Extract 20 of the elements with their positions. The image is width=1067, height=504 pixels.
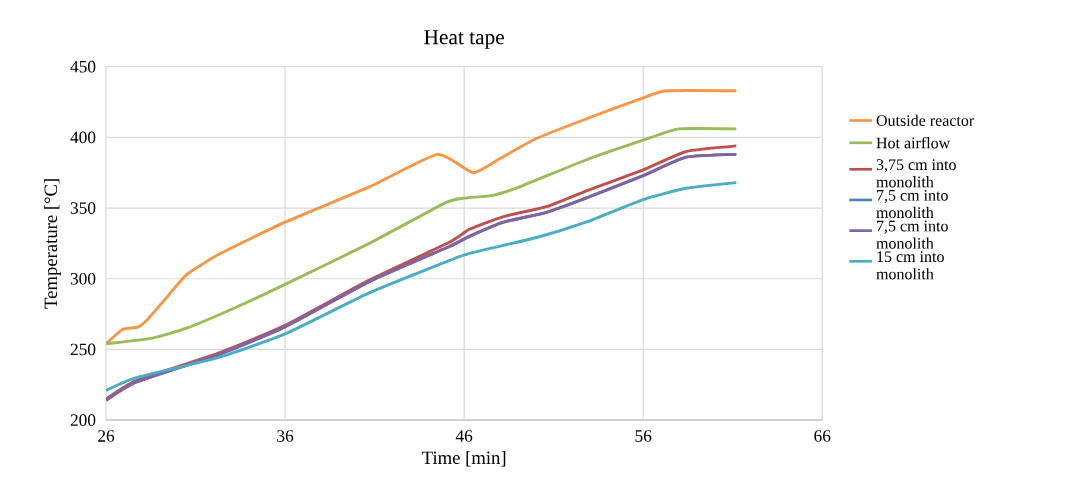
x-tick-label: 66 bbox=[814, 430, 831, 442]
y-tick-label: 400 bbox=[70, 131, 96, 144]
legend-label: Hot airflow bbox=[876, 136, 951, 149]
legend-label: 15 cm into monolith bbox=[876, 251, 944, 280]
y-axis-title: Temperature [°C] bbox=[43, 179, 61, 309]
legend-label: Outside reactor bbox=[876, 114, 975, 126]
y-tick-label: 300 bbox=[70, 272, 96, 285]
legend-label: 7,5 cm into monolith bbox=[876, 189, 948, 218]
y-tick-label: 200 bbox=[70, 414, 96, 426]
x-tick-label: 46 bbox=[455, 430, 473, 442]
y-tick-label: 350 bbox=[70, 202, 96, 214]
x-tick-label: 56 bbox=[635, 430, 652, 442]
legend-label: 3,75 cm into monolith bbox=[876, 159, 956, 188]
x-axis-title: Time [min] bbox=[422, 450, 506, 467]
legend-label: 7,5 cm into monolith bbox=[876, 220, 948, 249]
x-tick-label: 26 bbox=[98, 430, 115, 442]
chart-title: Heat tape bbox=[424, 30, 504, 49]
x-tick-label: 36 bbox=[277, 430, 294, 442]
y-tick-label: 250 bbox=[70, 343, 96, 356]
y-tick-label: 450 bbox=[70, 60, 96, 73]
